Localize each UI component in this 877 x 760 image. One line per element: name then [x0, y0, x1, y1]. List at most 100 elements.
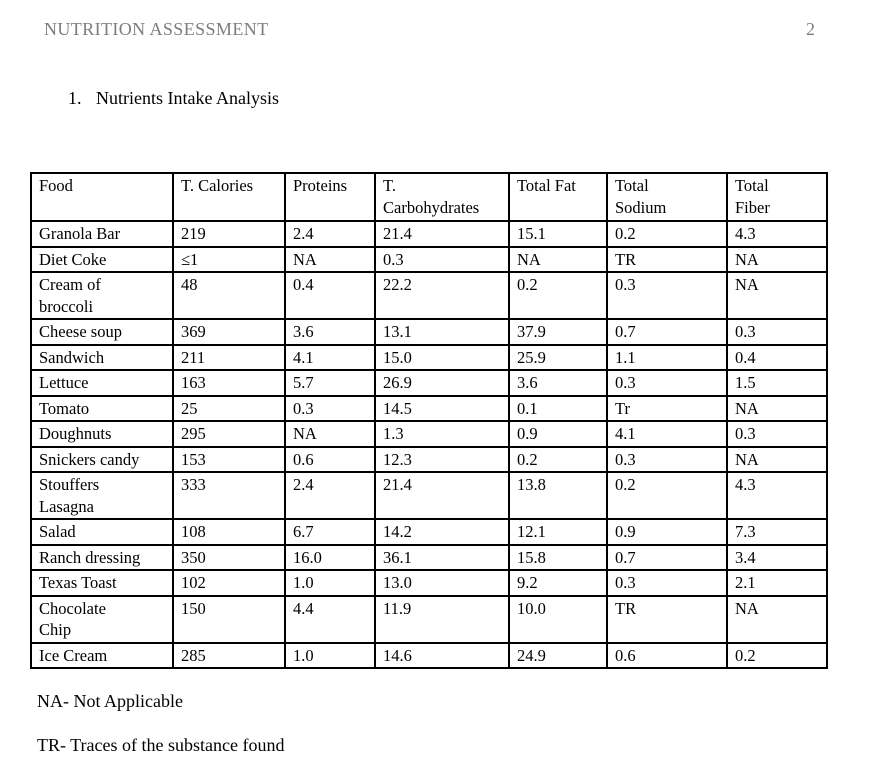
value-cell: 3.6 — [508, 369, 608, 397]
value-cell: 4.1 — [606, 420, 728, 448]
value-cell: NA — [726, 594, 828, 644]
value-cell: 21.4 — [374, 471, 510, 520]
value-cell: 0.3 — [606, 569, 728, 597]
food-name-cell: Ranch dressing — [30, 543, 174, 571]
value-cell: TR — [606, 594, 728, 644]
value-cell: 0.9 — [508, 420, 608, 448]
value-cell: 0.3 — [374, 245, 510, 273]
food-name-cell: Salad — [30, 518, 174, 546]
value-cell: 15.8 — [508, 543, 608, 571]
table-header-row: Food T. Calories Proteins T. Carbohydrates T… — [30, 172, 828, 222]
food-name-cell: Snickers candy — [30, 445, 174, 473]
table-row: Lettuce 163 5.7 26.9 3.6 0.3 1.5 — [30, 369, 828, 397]
value-cell: NA — [726, 445, 828, 473]
value-cell: ≤1 — [172, 245, 286, 273]
value-cell: 285 — [172, 641, 286, 669]
value-cell: 26.9 — [374, 369, 510, 397]
food-name-cell: Cheese soup — [30, 318, 174, 346]
value-cell: 0.7 — [606, 543, 728, 571]
value-cell: 211 — [172, 343, 286, 371]
food-name-cell: Chocolate Chip — [30, 594, 174, 644]
value-cell: 153 — [172, 445, 286, 473]
column-header: Total Fiber — [726, 172, 828, 222]
food-name-cell: Sandwich — [30, 343, 174, 371]
value-cell: 13.0 — [374, 569, 510, 597]
value-cell: 0.1 — [508, 394, 608, 422]
table-row: Snickers candy 153 0.6 12.3 0.2 0.3 NA — [30, 445, 828, 473]
value-cell: 14.2 — [374, 518, 510, 546]
value-cell: 4.1 — [284, 343, 376, 371]
value-cell: 0.2 — [606, 220, 728, 248]
value-cell: 2.4 — [284, 471, 376, 520]
value-cell: 13.1 — [374, 318, 510, 346]
list-number: 1. — [68, 88, 82, 108]
value-cell: 1.5 — [726, 369, 828, 397]
value-cell: 0.4 — [284, 271, 376, 320]
value-cell: 13.8 — [508, 471, 608, 520]
value-cell: TR — [606, 245, 728, 273]
table-row: Ranch dressing 350 16.0 36.1 15.8 0.7 3.4 — [30, 543, 828, 571]
value-cell: 219 — [172, 220, 286, 248]
column-header: Food — [30, 172, 174, 222]
section-heading: 1. Nutrients Intake Analysis — [68, 88, 279, 109]
table-row: Cream of broccoli 48 0.4 22.2 0.2 0.3 NA — [30, 271, 828, 320]
value-cell: 2.4 — [284, 220, 376, 248]
column-header: Total Sodium — [606, 172, 728, 222]
food-name-cell: Stouffers Lasagna — [30, 471, 174, 520]
value-cell: 0.3 — [726, 420, 828, 448]
table-row: Tomato 25 0.3 14.5 0.1 Tr NA — [30, 394, 828, 422]
value-cell: 0.4 — [726, 343, 828, 371]
value-cell: 1.0 — [284, 641, 376, 669]
note-na-definition: NA- Not Applicable — [37, 691, 183, 711]
table-row: Texas Toast 102 1.0 13.0 9.2 0.3 2.1 — [30, 569, 828, 597]
value-cell: NA — [284, 420, 376, 448]
value-cell: NA — [508, 245, 608, 273]
value-cell: 48 — [172, 271, 286, 320]
value-cell: 1.0 — [284, 569, 376, 597]
value-cell: 25 — [172, 394, 286, 422]
value-cell: 369 — [172, 318, 286, 346]
table-row: Diet Coke ≤1 NA 0.3 NA TR NA — [30, 245, 828, 273]
value-cell: 0.2 — [606, 471, 728, 520]
food-name-cell: Ice Cream — [30, 641, 174, 669]
column-header: Proteins — [284, 172, 376, 222]
value-cell: 7.3 — [726, 518, 828, 546]
food-name-cell: Texas Toast — [30, 569, 174, 597]
value-cell: 37.9 — [508, 318, 608, 346]
value-cell: 14.5 — [374, 394, 510, 422]
table-row: Stouffers Lasagna 333 2.4 21.4 13.8 0.2 4.3 — [30, 471, 828, 520]
food-name-cell: Tomato — [30, 394, 174, 422]
value-cell: 24.9 — [508, 641, 608, 669]
value-cell: 350 — [172, 543, 286, 571]
value-cell: 333 — [172, 471, 286, 520]
value-cell: 11.9 — [374, 594, 510, 644]
value-cell: 5.7 — [284, 369, 376, 397]
table-row: Ice Cream 285 1.0 14.6 24.9 0.6 0.2 — [30, 641, 828, 669]
value-cell: 1.1 — [606, 343, 728, 371]
value-cell: 15.1 — [508, 220, 608, 248]
value-cell: Tr — [606, 394, 728, 422]
nutrition-table-header: Food T. Calories Proteins T. Carbohydrates T… — [30, 172, 828, 222]
section-title: Nutrients Intake Analysis — [96, 88, 279, 108]
page-number: 2 — [806, 19, 815, 39]
value-cell: 22.2 — [374, 271, 510, 320]
table-row: Doughnuts 295 NA 1.3 0.9 4.1 0.3 — [30, 420, 828, 448]
value-cell: 150 — [172, 594, 286, 644]
value-cell: 15.0 — [374, 343, 510, 371]
value-cell: NA — [284, 245, 376, 273]
value-cell: 0.6 — [284, 445, 376, 473]
table-row: Granola Bar 219 2.4 21.4 15.1 0.2 4.3 — [30, 220, 828, 248]
value-cell: 0.3 — [726, 318, 828, 346]
value-cell: 0.6 — [606, 641, 728, 669]
value-cell: 2.1 — [726, 569, 828, 597]
nutrition-table-body: Granola Bar 219 2.4 21.4 15.1 0.2 4.3 Diet Coke… — [30, 220, 828, 669]
value-cell: 163 — [172, 369, 286, 397]
value-cell: 10.0 — [508, 594, 608, 644]
value-cell: 16.0 — [284, 543, 376, 571]
value-cell: 21.4 — [374, 220, 510, 248]
value-cell: 0.2 — [726, 641, 828, 669]
value-cell: 0.9 — [606, 518, 728, 546]
value-cell: 14.6 — [374, 641, 510, 669]
value-cell: 4.4 — [284, 594, 376, 644]
